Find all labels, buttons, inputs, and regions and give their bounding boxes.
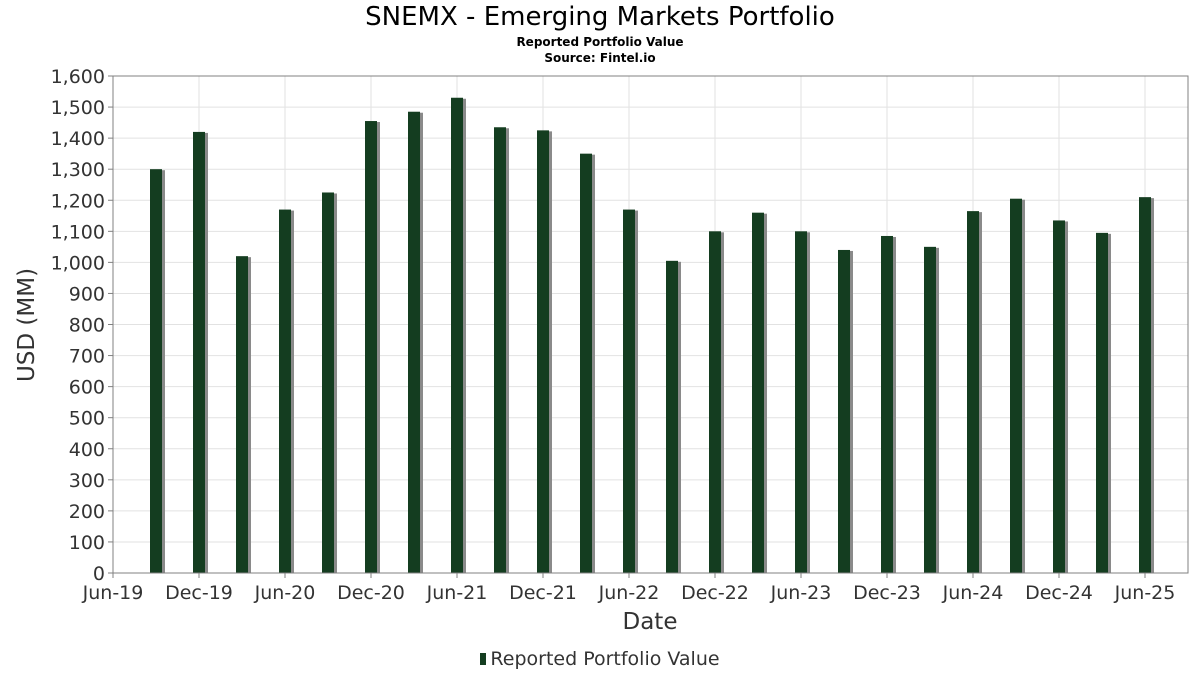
chart-subtitle: Reported Portfolio Value (516, 35, 684, 49)
x-tick-label: Dec-19 (165, 582, 233, 604)
legend: Reported Portfolio Value (0, 648, 1200, 670)
y-tick-label: 1,100 (51, 221, 105, 243)
grid-lines (112, 75, 1188, 574)
x-tick-label: Dec-24 (1025, 582, 1093, 604)
x-tick-label: Dec-23 (853, 582, 921, 604)
bar: 2023-12: 1085 (881, 235, 893, 574)
y-tick-label: 1,600 (51, 66, 105, 88)
bar: 2020-03: 1020 (236, 256, 248, 573)
y-tick-label: 0 (93, 563, 105, 585)
bar: 2023-09: 1040 (838, 249, 850, 573)
bar: 2021-09: 1435 (494, 127, 506, 574)
x-tick-label: Dec-20 (337, 582, 405, 604)
bar: 2024-09: 1205 (1010, 198, 1022, 573)
bars: 2019-09: 1300 2019-12: 1420 2020-03: 1020 2… (150, 97, 1154, 574)
bar: 2021-12: 1425 (537, 130, 549, 573)
bar: 2020-12: 1455 (365, 121, 377, 574)
bar: 2022-12: 1100 (709, 231, 721, 573)
bar: 2020-09: 1225 (322, 192, 334, 573)
x-tick-label: Jun-25 (1114, 582, 1176, 604)
x-tick-label: Jun-21 (426, 582, 488, 604)
bar: 2022-06: 1170 (623, 209, 635, 573)
bar: 2021-03: 1485 (408, 111, 420, 574)
y-tick-label: 700 (69, 346, 105, 368)
x-tick-label: Dec-21 (509, 582, 577, 604)
y-tick-label: 300 (69, 470, 105, 492)
x-tick-label: Jun-22 (598, 582, 660, 604)
plot-frame (112, 75, 1189, 574)
x-tick-label: Dec-22 (681, 582, 749, 604)
y-tick-label: 800 (69, 315, 105, 337)
bar: 2024-03: 1050 (924, 246, 936, 573)
bar: 2023-06: 1100 (795, 231, 807, 573)
legend-label: Reported Portfolio Value (490, 648, 720, 670)
y-axis-label: USD (MM) (14, 268, 40, 382)
y-tick-label: 100 (69, 532, 105, 554)
y-tick-label: 900 (69, 283, 105, 305)
chart-title: SNEMX - Emerging Markets Portfolio (365, 2, 835, 32)
y-tick-label: 600 (69, 377, 105, 399)
bar: 2021-06: 1530 (451, 97, 463, 574)
x-tick-label: Jun-19 (82, 582, 144, 604)
bar: 2019-12: 1420 (193, 131, 205, 573)
y-tick-label: 1,500 (51, 97, 105, 119)
y-tick-label: 400 (69, 439, 105, 461)
axes: 0 100 200 300 400 500 600 700 800 900 1,000 1,100 1,… (51, 66, 1189, 604)
x-axis-label: Date (623, 609, 678, 635)
bar: 2025-06: 1210 (1139, 197, 1151, 574)
bar: 2022-09: 1005 (666, 260, 678, 573)
bar: 2024-06: 1165 (967, 211, 979, 573)
y-tick-label: 1,400 (51, 128, 105, 150)
bar: 2020-06: 1170 (279, 209, 291, 573)
bar: 2025-03: 1095 (1096, 232, 1108, 573)
x-tick-label: Jun-23 (770, 582, 832, 604)
bar: 2022-03: 1350 (580, 153, 592, 573)
y-tick-label: 1,200 (51, 190, 105, 212)
bar: 2023-03: 1160 (752, 212, 764, 574)
bar: 2019-09: 1300 (150, 169, 162, 573)
y-tick-label: 200 (69, 501, 105, 523)
legend-swatch (480, 653, 487, 665)
x-tick-label: Jun-20 (254, 582, 316, 604)
y-tick-label: 1,300 (51, 159, 105, 181)
y-tick-label: 500 (69, 408, 105, 430)
chart-source: Source: Fintel.io (544, 51, 656, 65)
bar: 2024-12: 1135 (1053, 220, 1065, 574)
x-tick-label: Jun-24 (942, 582, 1004, 604)
y-tick-label: 1,000 (51, 252, 105, 274)
